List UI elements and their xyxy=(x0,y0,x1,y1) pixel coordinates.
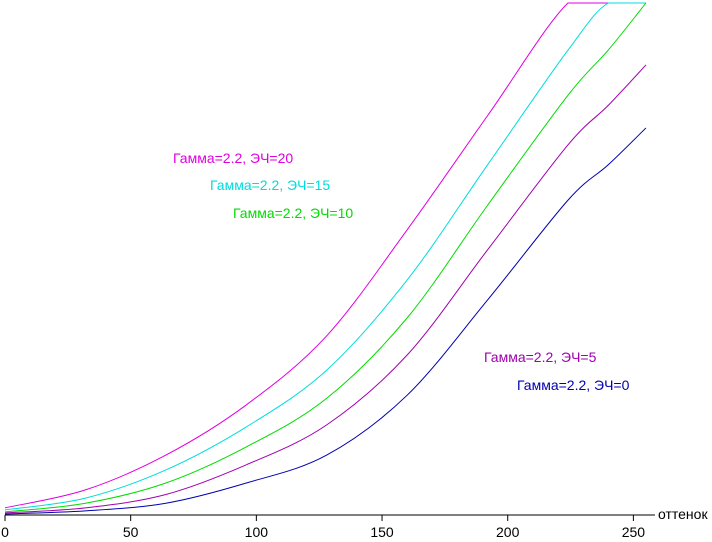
curve xyxy=(4,2,646,509)
x-tick-label: 0 xyxy=(1,524,9,540)
series-label: Гамма=2.2, ЭЧ=20 xyxy=(173,150,293,166)
x-tick-label: 250 xyxy=(622,524,646,540)
series-label: Гамма=2.2, ЭЧ=0 xyxy=(517,377,630,393)
x-tick-label: 150 xyxy=(370,524,394,540)
curve xyxy=(4,127,647,515)
curve xyxy=(4,2,646,511)
series-label: Гамма=2.2, ЭЧ=15 xyxy=(210,177,330,193)
x-tick-label: 50 xyxy=(123,524,139,540)
series-label: Гамма=2.2, ЭЧ=10 xyxy=(233,205,353,221)
curve xyxy=(4,2,647,513)
x-axis-label: оттенок xyxy=(658,506,708,522)
series-label: Гамма=2.2, ЭЧ=5 xyxy=(484,349,597,365)
curve xyxy=(4,64,647,514)
x-tick-label: 200 xyxy=(496,524,520,540)
x-tick-label: 100 xyxy=(245,524,269,540)
